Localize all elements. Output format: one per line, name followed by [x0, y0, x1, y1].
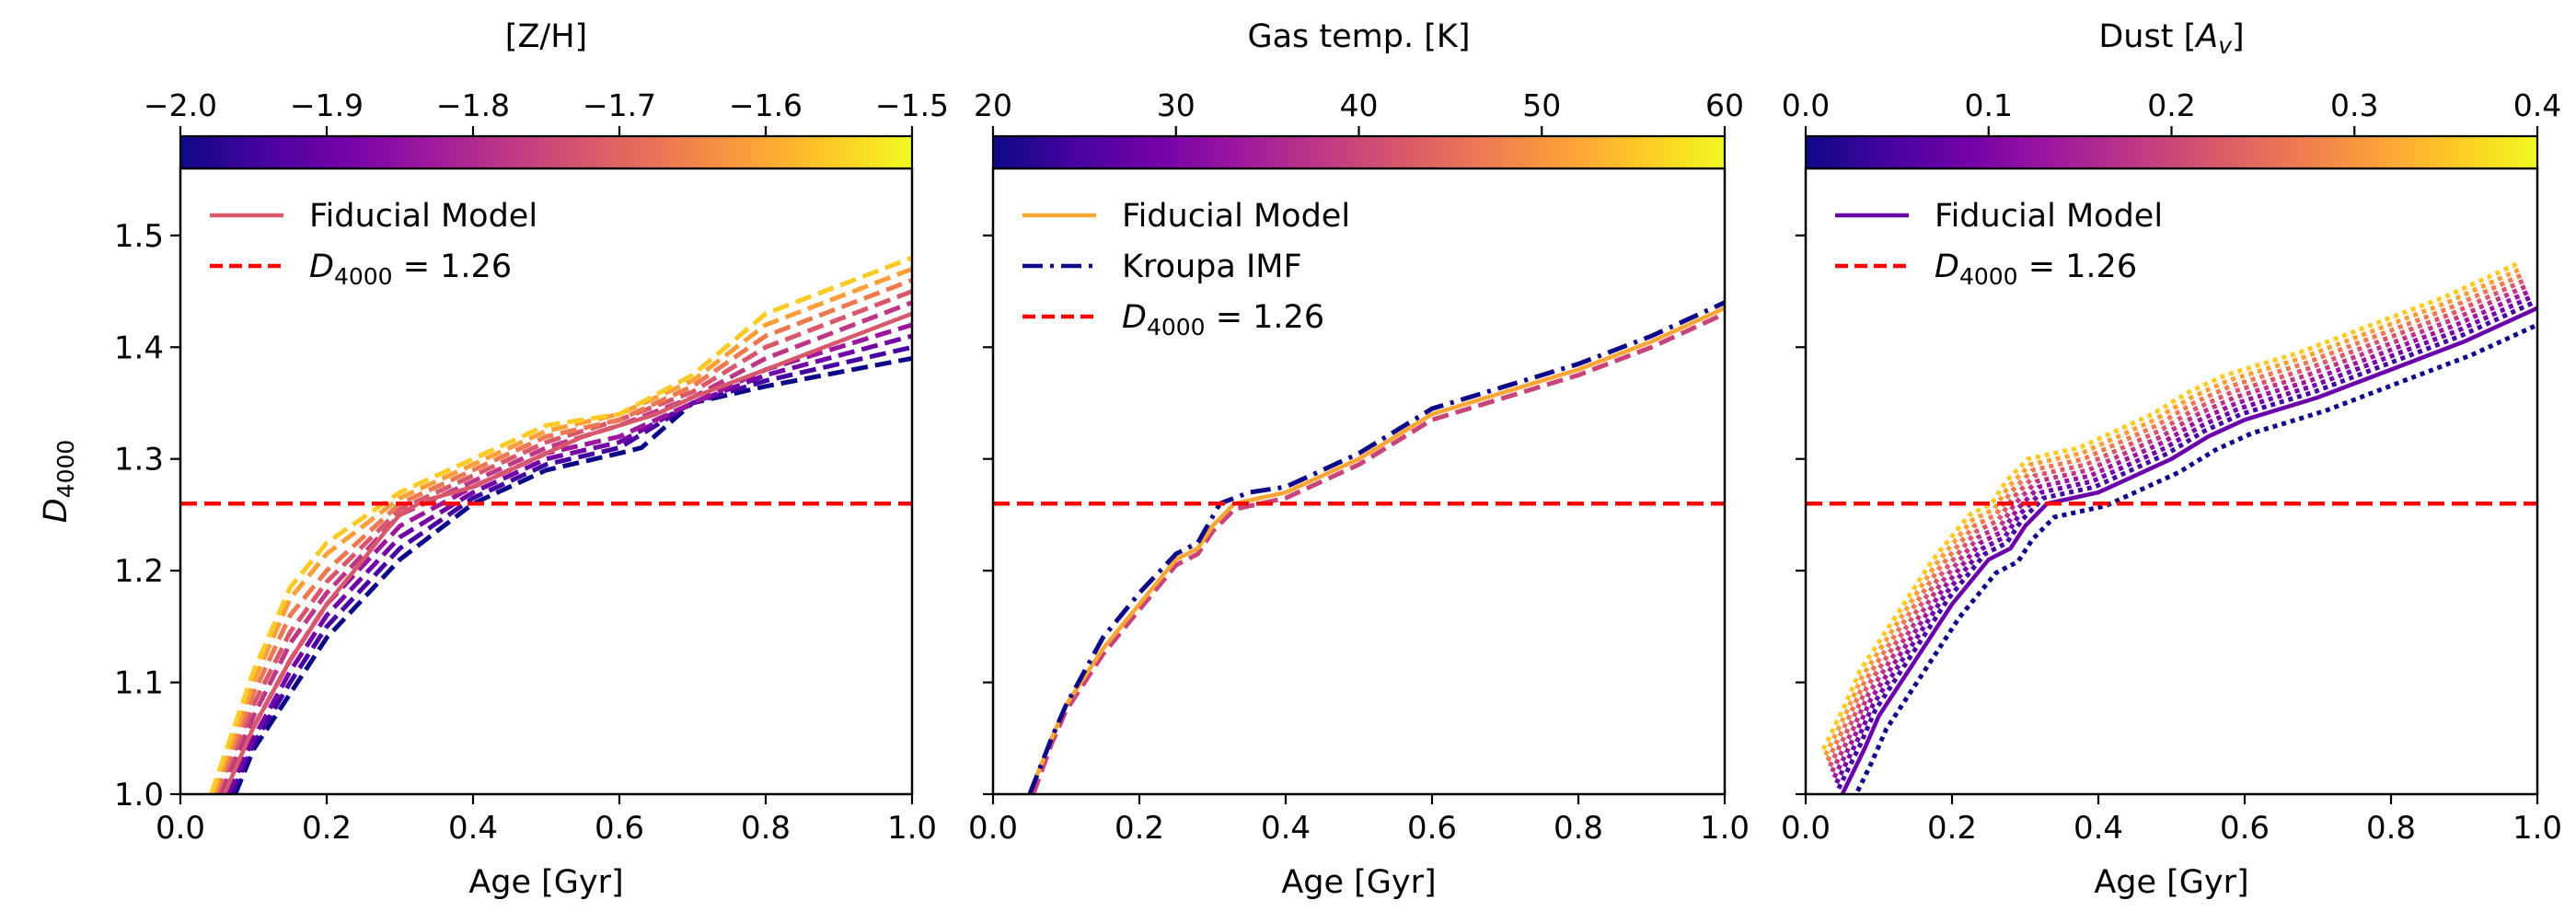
x-tick-label: 0.4: [448, 810, 498, 847]
series-line-6: [213, 278, 912, 794]
series-line-6: [1825, 272, 2524, 762]
series-line-8: [209, 255, 912, 794]
legend: Fiducial Model Kroupa IMF D4000 = 1.26: [1022, 198, 1350, 340]
legend-label: D4000 = 1.26: [309, 248, 512, 290]
colorbar-label: [Z/H]: [505, 18, 587, 55]
y-tick-label: 1.0: [114, 777, 164, 813]
legend: Fiducial Model D4000 = 1.26: [1835, 198, 2163, 290]
x-tick-label: 1.0: [1700, 810, 1750, 847]
plot-area: [993, 300, 1725, 794]
colorbar: [991, 134, 1727, 170]
legend: Fiducial Model D4000 = 1.26: [210, 198, 537, 290]
y-tick-label: 1.5: [114, 218, 164, 255]
x-tick-label: 0.2: [302, 810, 352, 847]
colorbar-tick-label: 0.2: [2147, 87, 2195, 123]
legend-label: D4000 = 1.26: [1122, 299, 1324, 340]
legend-label: Fiducial Model: [309, 198, 537, 235]
x-tick-label: 0.0: [156, 810, 205, 847]
y-tick-label: 1.3: [114, 442, 164, 479]
series-line-0: [1854, 322, 2537, 794]
y-tick-label: 1.2: [114, 553, 164, 590]
series-line-5: [214, 289, 912, 794]
series-line-7: [1823, 267, 2522, 756]
axes-frame: [179, 167, 914, 796]
plot-area: [1806, 260, 2537, 794]
fiducial-line: [1027, 306, 1725, 794]
x-axis-label: Age [Gyr]: [1281, 864, 1436, 901]
x-tick-label: 0.8: [1554, 810, 1603, 847]
series-line-3: [222, 322, 912, 794]
colorbar-tick-label: 40: [1340, 87, 1379, 123]
x-tick-label: 0.4: [1261, 810, 1311, 847]
axes-frame: [991, 167, 1727, 796]
legend-label: Fiducial Model: [1935, 198, 2163, 235]
axes-frame: [1804, 167, 2539, 796]
fiducial-line: [222, 311, 912, 794]
colorbar-label: Gas temp. [K]: [1247, 18, 1470, 55]
series-line-4: [1830, 283, 2528, 773]
x-tick-label: 0.0: [1781, 810, 1831, 847]
plot-area: [180, 255, 912, 794]
colorbar-tick-label: 50: [1522, 87, 1561, 123]
x-tick-label: 0.6: [1407, 810, 1457, 847]
colorbar-tick-label: 0.3: [2330, 87, 2378, 123]
series-line-7: [211, 266, 912, 794]
colorbar-tick-label: 30: [1157, 87, 1196, 123]
kroupa-line: [1027, 300, 1725, 794]
x-axis-label: Age [Gyr]: [468, 864, 623, 901]
series-line-2: [1834, 294, 2533, 784]
colorbar-tick-label: 0.0: [1782, 87, 1830, 123]
series-line-4: [218, 300, 912, 794]
x-tick-label: 0.8: [741, 810, 791, 847]
x-tick-label: 1.0: [2512, 810, 2562, 847]
colorbar-tick-label: 20: [974, 87, 1012, 123]
colorbar-label: Dust [Av]: [2098, 18, 2244, 59]
series-line-8: [1820, 260, 2520, 751]
series-line-0: [1031, 311, 1725, 794]
colorbar-tick-label: 0.1: [1965, 87, 2013, 123]
x-tick-label: 0.6: [2220, 810, 2270, 847]
colorbar-tick-label: −2.0: [144, 87, 217, 123]
colorbar-tick-label: 0.4: [2513, 87, 2561, 123]
colorbar-tick-label: −1.6: [729, 87, 803, 123]
series-line-5: [1827, 278, 2526, 767]
x-tick-label: 0.0: [968, 810, 1018, 847]
colorbar-tick-label: −1.8: [436, 87, 510, 123]
series-line-1: [1836, 300, 2536, 790]
colorbar-tick-label: −1.9: [290, 87, 364, 123]
colorbar: [1804, 134, 2539, 170]
series-line-1: [229, 344, 912, 794]
legend-label: Kroupa IMF: [1122, 248, 1302, 285]
series-line-3: [1831, 289, 2531, 779]
x-tick-label: 1.0: [887, 810, 937, 847]
y-axis-label: D4000: [38, 440, 79, 524]
y-tick-label: 1.1: [114, 665, 164, 702]
y-tick-label: 1.4: [114, 329, 164, 366]
panel-metallicity: 0.0 0.2 0.4 0.6 0.8 1.0 Age [Gyr] 1.0 1.1 1.2 1.3 1…: [38, 18, 949, 901]
legend-label: Fiducial Model: [1122, 198, 1350, 235]
colorbar-tick-label: −1.5: [875, 87, 949, 123]
x-axis-label: Age [Gyr]: [2094, 864, 2248, 901]
x-tick-label: 0.2: [1115, 810, 1164, 847]
panel-dust: 0.0 0.2 0.4 0.6 0.8 1.0 Age [Gyr] 0.0 0.1 0.2 0.3 0…: [1781, 18, 2562, 901]
series-line-0: [233, 355, 912, 794]
fiducial-line: [1840, 306, 2537, 794]
legend-label: D4000 = 1.26: [1935, 248, 2137, 290]
series-line-2: [225, 333, 912, 794]
x-tick-label: 0.2: [1927, 810, 1977, 847]
colorbar-tick-label: −1.7: [583, 87, 656, 123]
panel-gas_temperature: 0.0 0.2 0.4 0.6 0.8 1.0 Age [Gyr] 20 30 40 50 60 Gas…: [968, 18, 1750, 901]
x-tick-label: 0.4: [2074, 810, 2123, 847]
colorbar: [179, 134, 914, 170]
x-tick-label: 0.8: [2366, 810, 2416, 847]
x-tick-label: 0.6: [595, 810, 644, 847]
colorbar-tick-label: 60: [1705, 87, 1744, 123]
